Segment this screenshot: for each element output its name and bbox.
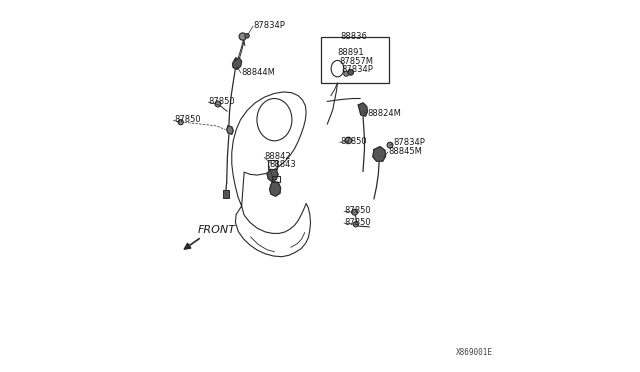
Text: 87834P: 87834P — [393, 138, 425, 147]
Bar — [268, 160, 277, 169]
Circle shape — [245, 33, 249, 38]
Text: 88844M: 88844M — [242, 68, 275, 77]
Circle shape — [178, 120, 183, 125]
Text: 87850: 87850 — [174, 115, 201, 124]
Text: 87857M: 87857M — [339, 57, 373, 66]
Polygon shape — [269, 182, 280, 196]
Circle shape — [345, 137, 352, 144]
Text: 88843: 88843 — [269, 160, 296, 169]
Text: X869001E: X869001E — [456, 348, 493, 357]
Circle shape — [352, 209, 358, 215]
Circle shape — [239, 33, 246, 40]
Text: FRONT: FRONT — [198, 225, 236, 235]
Text: 88842: 88842 — [264, 153, 291, 161]
Polygon shape — [267, 170, 278, 182]
Circle shape — [344, 71, 349, 76]
Circle shape — [215, 101, 221, 107]
Bar — [272, 176, 280, 182]
Polygon shape — [227, 126, 233, 134]
Text: 88836: 88836 — [340, 32, 367, 41]
Text: 87850: 87850 — [345, 218, 371, 227]
Polygon shape — [373, 147, 386, 161]
Polygon shape — [232, 58, 242, 69]
Bar — [321, 37, 389, 83]
Text: 87834P: 87834P — [253, 21, 285, 30]
Bar — [223, 190, 229, 198]
Text: 88845M: 88845M — [388, 147, 422, 156]
Circle shape — [353, 222, 358, 227]
Text: 87850: 87850 — [209, 97, 236, 106]
Text: 88891: 88891 — [337, 48, 364, 57]
Text: 88824M: 88824M — [367, 109, 401, 118]
Circle shape — [387, 142, 393, 148]
Text: 87834P: 87834P — [342, 65, 374, 74]
Circle shape — [348, 69, 353, 75]
Text: 87850: 87850 — [345, 206, 371, 215]
Text: 87850: 87850 — [340, 137, 367, 146]
Polygon shape — [358, 103, 367, 116]
